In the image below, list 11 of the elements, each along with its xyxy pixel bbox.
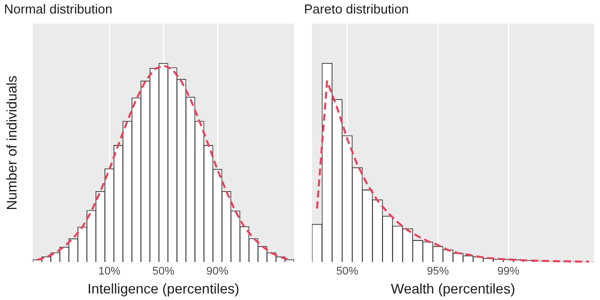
x-tick-label: 50%	[336, 266, 358, 278]
x-tick-label: 99%	[497, 266, 520, 278]
x-tick-label: 90%	[206, 266, 229, 278]
chart-title: Normal distribution	[4, 1, 112, 16]
chart-title: Pareto distribution	[304, 1, 409, 16]
x-tick-label: 10%	[98, 266, 121, 278]
x-tick-label: 95%	[426, 266, 450, 278]
x-axis-title: Intelligence (percentiles)	[88, 280, 240, 296]
x-tick-label: 50%	[152, 266, 175, 278]
x-axis-title: Wealth (percentiles)	[390, 280, 516, 296]
y-axis-title: Number of individuals	[3, 75, 20, 210]
